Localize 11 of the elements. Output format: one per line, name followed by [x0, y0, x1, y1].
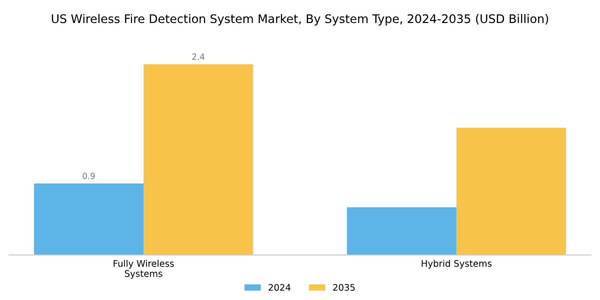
bar — [346, 207, 456, 255]
data-label: 2.4 — [192, 54, 204, 60]
bar — [34, 183, 144, 255]
legend-label: 2024 — [268, 284, 290, 291]
data-label: 0.9 — [82, 172, 95, 180]
legend-label: 2035 — [333, 284, 355, 291]
bar — [456, 128, 566, 255]
x-tick-label: Hybrid Systems — [422, 260, 492, 269]
chart-title: US Wireless Fire Detection System Market, By System Type, 2024-2035 (USD Billion) — [52, 14, 548, 26]
bar — [144, 64, 254, 255]
x-tick-label: Fully Wireless Systems — [114, 260, 174, 279]
